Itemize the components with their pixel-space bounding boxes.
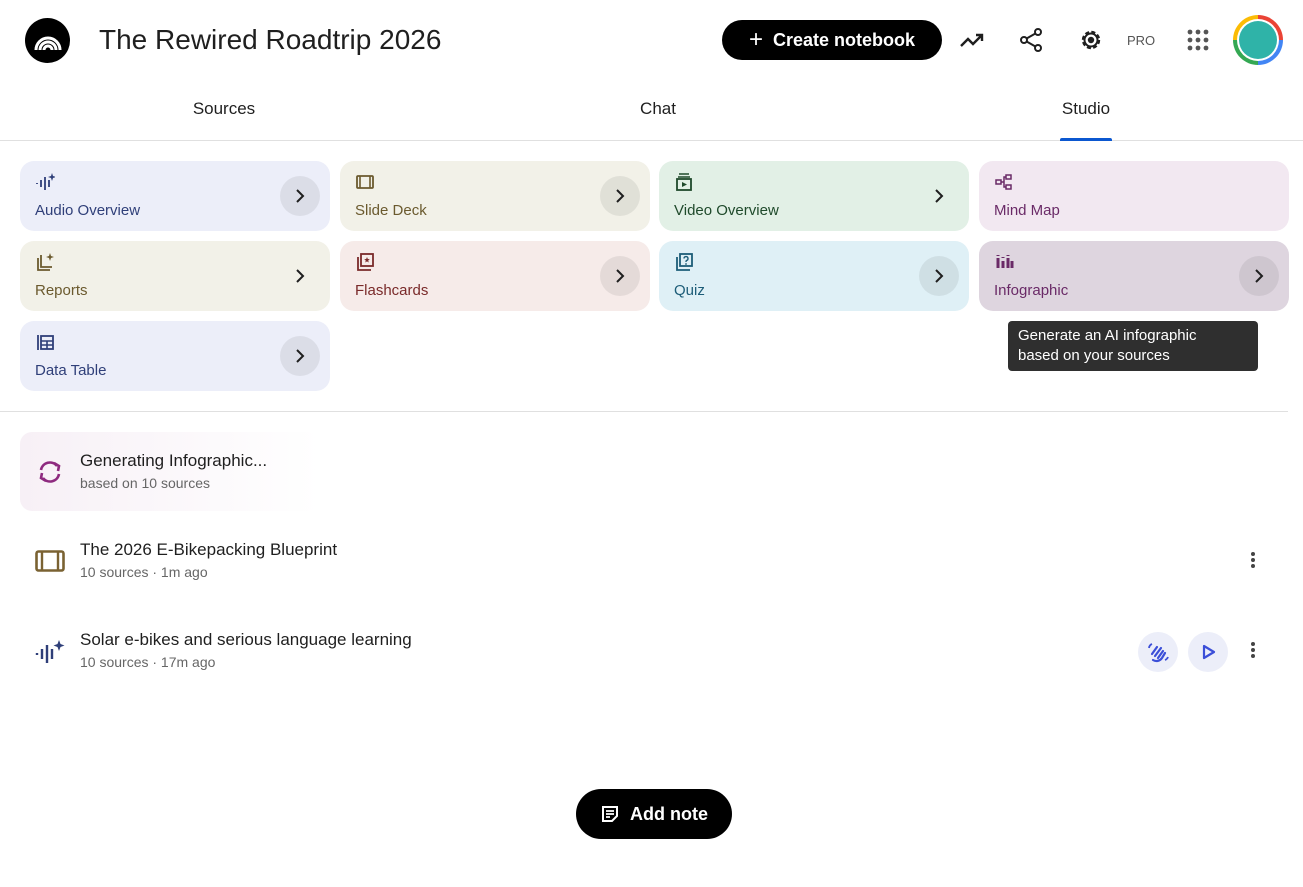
generating-title: Generating Infographic... (80, 451, 268, 470)
create-notebook-button[interactable]: + Create notebook (722, 20, 942, 60)
studio-card-mind-map[interactable]: Mind Map (979, 161, 1289, 231)
generating-subtitle: based on 10 sources (80, 475, 210, 491)
studio-card-flashcards[interactable]: Flashcards (340, 241, 650, 311)
quiz-icon (676, 253, 693, 271)
sync-icon (36, 459, 64, 490)
studio-card-label: Infographic (994, 282, 1069, 299)
item-subtitle: 10 sources · 1m ago (80, 564, 208, 580)
table-icon (37, 335, 54, 350)
settings-gear-icon[interactable] (1073, 22, 1109, 58)
studio-card-data-table[interactable]: Data Table (20, 321, 330, 391)
account-avatar[interactable] (1233, 15, 1283, 65)
more-vert-icon[interactable] (1241, 540, 1265, 580)
section-divider (0, 411, 1288, 412)
more-vert-icon[interactable] (1241, 630, 1265, 670)
wave-hand-icon (1148, 643, 1169, 663)
studio-card-infographic[interactable]: Infographic (979, 241, 1289, 311)
chevron-right-icon[interactable] (600, 176, 640, 216)
pro-badge: PRO (1127, 33, 1156, 48)
notebooklm-logo[interactable] (25, 18, 70, 63)
audio-waveform-sparkle-icon (36, 173, 55, 190)
tab-studio[interactable]: Studio (1061, 99, 1111, 118)
studio-card-label: Mind Map (994, 202, 1060, 219)
analytics-trend-icon[interactable] (954, 22, 990, 58)
studio-card-label: Video Overview (674, 202, 779, 219)
studio-card-label: Data Table (35, 362, 107, 379)
infographic-tooltip: Generate an AI infographic based on your… (1008, 321, 1258, 371)
studio-card-label: Slide Deck (355, 202, 427, 219)
infographic-icon (996, 255, 1014, 268)
studio-card-reports[interactable]: Reports (20, 241, 330, 311)
chevron-right-icon[interactable] (919, 256, 959, 296)
studio-card-label: Audio Overview (35, 202, 141, 219)
chevron-right-icon[interactable] (919, 176, 959, 216)
mind-map-icon (995, 174, 1012, 190)
studio-card-slide-deck[interactable]: Slide Deck (340, 161, 650, 231)
item-title: Solar e-bikes and serious language learn… (80, 630, 412, 649)
chevron-right-icon[interactable] (280, 336, 320, 376)
generating-infographic-item: Generating Infographic... based on 10 so… (20, 432, 320, 511)
audio-waveform-sparkle-icon (35, 638, 65, 669)
note-icon (602, 806, 618, 822)
studio-card-audio-overview[interactable]: Audio Overview (20, 161, 330, 231)
flashcards-icon (357, 253, 374, 271)
notebook-title[interactable]: The Rewired Roadtrip 2026 (99, 24, 442, 55)
studio-card-label: Flashcards (355, 282, 429, 299)
studio-item-slide-deck[interactable]: The 2026 E-Bikepacking Blueprint 10 sour… (20, 530, 1288, 590)
studio-card-label: Reports (35, 282, 88, 299)
studio-card-video-overview[interactable]: Video Overview (659, 161, 969, 231)
item-subtitle: 10 sources · 17m ago (80, 654, 216, 670)
interactive-mode-button[interactable] (1138, 632, 1178, 672)
tab-chat[interactable]: Chat (640, 99, 676, 118)
studio-card-label: Quiz (674, 282, 705, 299)
chevron-right-icon[interactable] (600, 256, 640, 296)
play-icon (1202, 644, 1216, 660)
share-icon[interactable] (1013, 22, 1049, 58)
item-title: The 2026 E-Bikepacking Blueprint (80, 540, 338, 559)
chevron-right-icon[interactable] (280, 256, 320, 296)
tab-sources[interactable]: Sources (192, 99, 256, 118)
studio-card-quiz[interactable]: Quiz (659, 241, 969, 311)
plus-icon: + (748, 26, 763, 53)
video-library-icon (676, 173, 692, 191)
slides-icon (356, 175, 374, 189)
chevron-right-icon[interactable] (280, 176, 320, 216)
apps-grid-icon[interactable] (1180, 22, 1216, 58)
chevron-right-icon[interactable] (1239, 256, 1279, 296)
report-sparkle-icon (37, 253, 54, 271)
play-button[interactable] (1188, 632, 1228, 672)
tab-divider (0, 140, 1303, 141)
add-note-button[interactable]: Add note (576, 789, 732, 839)
studio-item-audio-overview[interactable]: Solar e-bikes and serious language learn… (20, 620, 1288, 680)
active-tab-indicator (1060, 138, 1112, 141)
slides-icon (35, 550, 65, 577)
